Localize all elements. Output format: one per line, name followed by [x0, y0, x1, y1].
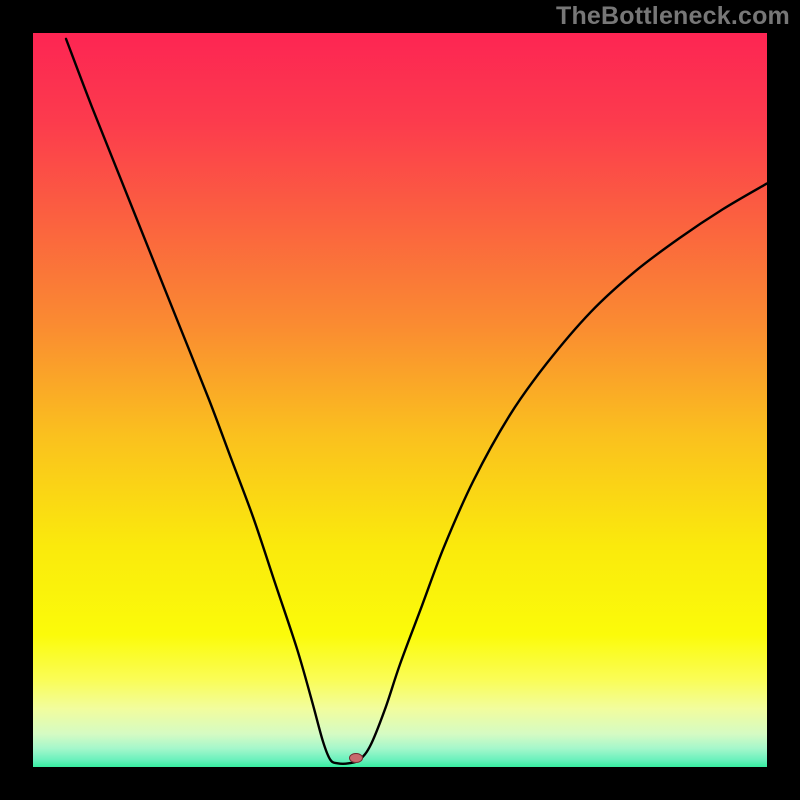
chart-frame: TheBottleneck.com — [0, 0, 800, 800]
plot-area — [33, 33, 767, 767]
bottleneck-curve — [33, 33, 767, 767]
watermark-text: TheBottleneck.com — [556, 2, 790, 31]
optimum-marker — [349, 753, 363, 763]
